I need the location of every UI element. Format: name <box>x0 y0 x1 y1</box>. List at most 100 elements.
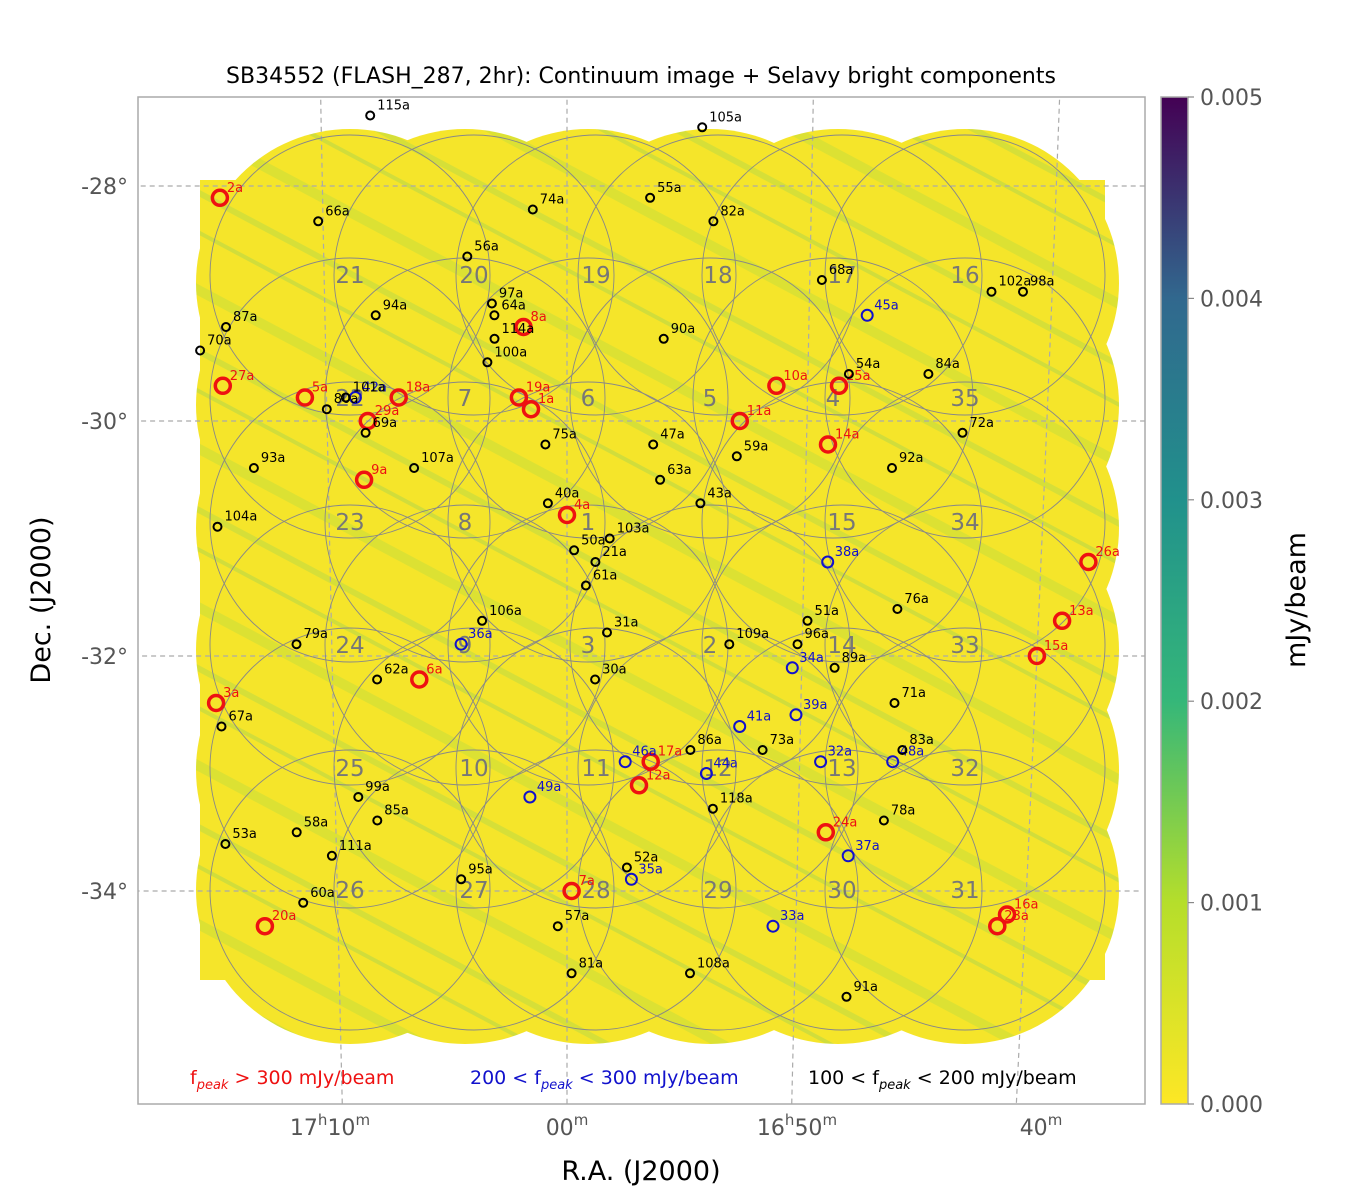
source-marker-115a <box>365 110 376 121</box>
source-marker-84a <box>923 369 934 379</box>
source-marker-3a <box>206 693 226 713</box>
source-label-49a: 49a <box>537 780 562 795</box>
colorbar-tick-label: 0.001 <box>1200 892 1263 917</box>
source-marker-18a <box>389 388 408 407</box>
source-label-40a: 40a <box>555 486 580 501</box>
source-marker-19a <box>509 388 529 407</box>
source-marker-4a <box>557 505 577 525</box>
source-marker-48a <box>886 755 900 769</box>
beam-circle-27 <box>333 749 615 1031</box>
beam-circle-8 <box>324 381 606 663</box>
source-label-9a: 9a <box>371 463 387 478</box>
source-label-19a: 19a <box>526 381 551 396</box>
colorbar-ticks: 0.000 0.001 0.002 0.003 0.004 0.005 <box>1188 86 1263 1118</box>
source-marker-32a <box>814 755 828 769</box>
beam-number-15: 15 <box>827 510 856 536</box>
source-label-80a: 80a <box>334 392 359 407</box>
source-label-76a: 76a <box>904 592 929 607</box>
beam-number-20: 20 <box>459 263 488 289</box>
source-marker-53a <box>220 839 231 849</box>
beam-circle-21 <box>209 134 491 416</box>
beam-number-29: 29 <box>703 878 732 904</box>
y-tick-label: -32° <box>81 645 128 670</box>
source-label-52a: 52a <box>634 851 659 866</box>
source-marker-97a <box>486 298 497 309</box>
source-label-69a: 69a <box>373 416 398 431</box>
source-label-99a: 99a <box>365 780 390 795</box>
source-label-81a: 81a <box>579 956 604 971</box>
beam-number-13: 13 <box>827 756 856 782</box>
source-marker-89a <box>829 662 840 673</box>
beam-circle-3 <box>447 504 729 786</box>
source-marker-71a <box>889 698 900 708</box>
source-label-92a: 92a <box>899 451 924 466</box>
source-marker-43a <box>695 498 706 509</box>
source-label-75a: 75a <box>552 428 577 443</box>
source-label-34a: 34a <box>799 651 824 666</box>
beam-number-30: 30 <box>827 878 856 904</box>
y-axis-ticks: -28° -30° -32° -34° <box>81 175 128 905</box>
source-label-8a: 8a <box>531 310 547 325</box>
source-marker-108a <box>685 968 695 979</box>
source-label-70a: 70a <box>207 334 232 349</box>
source-marker-80a <box>321 404 332 415</box>
source-label-109a: 109a <box>736 627 769 642</box>
source-label-107a: 107a <box>421 451 454 466</box>
beam-number-7: 7 <box>458 386 473 412</box>
source-label-20a: 20a <box>272 909 297 924</box>
beam-number-10: 10 <box>459 756 488 782</box>
source-marker-73a <box>757 745 768 755</box>
source-label-60a: 60a <box>310 886 335 901</box>
source-marker-39a <box>789 708 803 722</box>
source-marker-92a <box>887 463 897 473</box>
source-label-44a: 44a <box>713 757 738 772</box>
beam-circle-16 <box>824 134 1106 416</box>
beam-number-26: 26 <box>335 878 364 904</box>
source-label-31a: 31a <box>614 616 639 631</box>
source-marker-56a <box>462 251 473 262</box>
source-label-118a: 118a <box>720 792 753 807</box>
source-label-47a: 47a <box>660 428 685 443</box>
source-label-91a: 91a <box>854 980 879 995</box>
beam-number-2: 2 <box>703 633 718 659</box>
source-label-57a: 57a <box>565 909 590 924</box>
source-marker-45a <box>860 308 874 322</box>
plot-frame <box>137 96 1146 1105</box>
source-label-96a: 96a <box>805 627 830 642</box>
source-label-87a: 87a <box>233 310 258 325</box>
source-marker-7a <box>562 881 581 901</box>
source-marker-24a <box>816 823 836 842</box>
source-marker-72a <box>957 427 968 438</box>
source-label-83a: 83a <box>909 733 934 748</box>
source-marker-101a <box>340 392 351 403</box>
source-marker-16a <box>997 905 1017 924</box>
source-label-16a: 16a <box>1014 898 1039 913</box>
source-label-51a: 51a <box>815 604 840 619</box>
source-marker-111a <box>326 850 337 861</box>
source-marker-38a <box>821 555 835 569</box>
source-label-103a: 103a <box>617 522 650 537</box>
colorbar-tick-label: 0.002 <box>1200 690 1263 715</box>
colorbar-tick-label: 0.004 <box>1200 287 1263 312</box>
x-tick-label: 00m <box>546 1111 589 1141</box>
colorbar-tick-label: 0.003 <box>1200 489 1263 514</box>
beam-number-23: 23 <box>335 510 364 536</box>
source-marker-95a <box>456 874 467 885</box>
source-marker-6a <box>410 670 429 689</box>
source-marker-99a <box>353 792 364 802</box>
source-marker-107a <box>409 463 420 473</box>
source-label-95a: 95a <box>468 862 493 877</box>
source-label-17a: 17a <box>658 745 683 760</box>
beam-circle-19 <box>455 134 737 416</box>
source-marker-66a <box>313 216 324 227</box>
source-marker-93a <box>248 463 259 473</box>
source-label-43a: 43a <box>707 486 732 501</box>
source-marker-8a <box>514 317 533 337</box>
source-label-27a: 27a <box>230 369 255 384</box>
source-marker-13a <box>1052 611 1072 631</box>
source-marker-100a <box>482 357 493 368</box>
beam-number-3: 3 <box>581 633 596 659</box>
source-marker-91a <box>841 991 852 1002</box>
beam-number-11: 11 <box>581 756 610 782</box>
